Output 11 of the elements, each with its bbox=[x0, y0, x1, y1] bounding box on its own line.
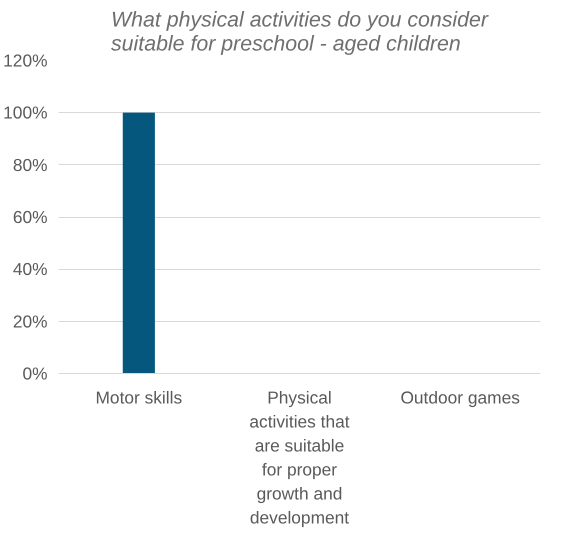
chart-title: What physical activities do you consider suitable for preschool - aged children bbox=[111, 8, 489, 56]
y-tick-label: 100% bbox=[3, 102, 48, 123]
y-tick-label: 0% bbox=[22, 364, 48, 384]
y-tick-label: 120% bbox=[3, 50, 48, 70]
y-tick-label: 60% bbox=[12, 207, 48, 227]
y-tick-label: 20% bbox=[12, 311, 48, 332]
y-tick-label: 40% bbox=[12, 259, 48, 280]
x-tick-label: Physical activities that are suitable for proper growth and development bbox=[249, 388, 350, 528]
y-tick-label: 80% bbox=[12, 154, 48, 175]
x-tick-label: Motor skills bbox=[96, 388, 182, 408]
x-tick-label: Outdoor games bbox=[400, 388, 520, 408]
